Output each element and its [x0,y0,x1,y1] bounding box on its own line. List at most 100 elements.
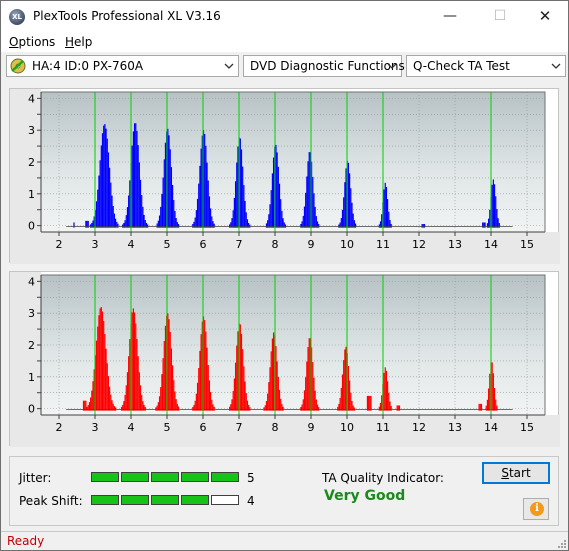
jitter-chart-top: 2 3 4 5 6 7 8 9 10 11 12 13 14 15 0 1 2 3 4 [9,88,560,264]
histogram-bar [176,403,178,411]
histogram-bar [104,334,106,411]
histogram-bar [277,377,279,411]
histogram-bar [278,389,281,411]
histogram-bar [200,334,202,411]
histogram-bar [161,194,163,228]
histogram-bar [175,218,177,228]
histogram-bar [93,216,95,228]
histogram-bar [309,338,312,411]
x-tick-label: 12 [412,238,426,251]
histogram-bar [270,351,272,411]
x-tick-label: 9 [308,421,315,434]
histogram-bar [345,168,347,228]
peak-shift-meter-segment [181,495,209,505]
histogram-bar [91,390,93,411]
peak-shift-meter-segment [151,495,179,505]
histogram-bar [98,315,100,411]
histogram-bar [141,394,143,411]
histogram-bar [340,387,342,411]
test-select[interactable]: Q-Check TA Test [406,55,566,77]
info-button[interactable]: i [523,498,549,520]
x-tick-label: 5 [164,238,171,251]
histogram-bar [337,406,339,411]
histogram-bar [158,396,161,411]
function-select[interactable]: DVD Diagnostic Functions [243,55,405,77]
menu-options-label: ptions [18,35,56,49]
jitter-meter-segment [151,472,179,482]
histogram-bar [384,182,386,228]
histogram-bar [489,373,491,411]
histogram-bar [313,377,315,411]
histogram-bar [163,341,165,411]
histogram-bar [311,347,313,411]
histogram-bar [199,165,201,228]
y-tick-label: 0 [28,403,35,416]
histogram-bar [338,224,340,228]
histogram-bar [105,128,107,228]
menu-options[interactable]: Options [9,35,55,49]
histogram-bar [246,219,249,228]
start-button-label: tart [508,466,531,480]
start-button[interactable]: Start [482,462,550,484]
histogram-bar [267,220,269,228]
histogram-bar [160,206,162,228]
histogram-bar [232,210,234,228]
histogram-bar [398,405,401,411]
histogram-bar [136,131,138,228]
histogram-bar [212,404,214,411]
maximize-button[interactable]: ☐ [493,8,507,24]
resize-grip-icon[interactable] [556,538,566,548]
histogram-bar [385,186,388,228]
jitter-meter-segment [91,472,119,482]
histogram-bar [136,339,138,411]
x-tick-label: 2 [56,238,63,251]
histogram-bar [234,362,237,411]
menu-help[interactable]: Help [65,35,92,49]
ta-quality-label: TA Quality Indicator: [322,471,444,485]
menu-bar: Options Help [1,32,568,52]
jitter-meter [91,472,239,482]
histogram-bar [237,146,239,228]
histogram-bar [199,350,201,411]
title-bar[interactable]: XL PlexTools Professional XL V3.16 — ☐ ✕ [1,1,568,32]
histogram-bar [122,404,124,411]
histogram-bar [302,215,304,228]
histogram-bar [122,224,124,228]
histogram-bar [495,196,497,228]
histogram-bar [99,308,101,411]
histogram-bar [169,331,171,411]
histogram-bar [137,145,139,228]
histogram-bar [369,395,371,411]
histogram-bar [344,349,346,411]
histogram-bar [270,190,272,228]
histogram-bar [173,380,175,411]
histogram-bar [388,211,390,228]
histogram-bar [138,162,140,228]
close-button[interactable]: ✕ [538,7,552,25]
histogram-bar [97,189,99,228]
histogram-bar [112,403,114,411]
histogram-bar [192,407,194,411]
minimize-button[interactable]: — [443,8,457,24]
histogram-bar [99,160,101,228]
histogram-bar [91,222,93,228]
histogram-bar [131,312,133,411]
histogram-bar [249,224,251,228]
histogram-bar [128,356,130,411]
histogram-bar [139,179,142,228]
x-axis-band [10,232,560,264]
y-tick-label: 2 [28,339,35,352]
drive-select[interactable]: HA:4 ID:0 PX-760A [6,55,239,77]
jitter-meter-segment [211,472,239,482]
y-tick-label: 3 [28,307,35,320]
histogram-bar [126,372,129,411]
histogram-bar [278,183,281,228]
peak-shift-meter-segment [121,495,149,505]
x-tick-label: 5 [164,421,171,434]
histogram-bar [169,149,171,228]
histogram-bar [157,220,159,228]
histogram-bar [353,220,355,228]
histogram-bar [276,361,278,411]
histogram-bar [366,395,369,411]
histogram-bar [210,391,212,411]
